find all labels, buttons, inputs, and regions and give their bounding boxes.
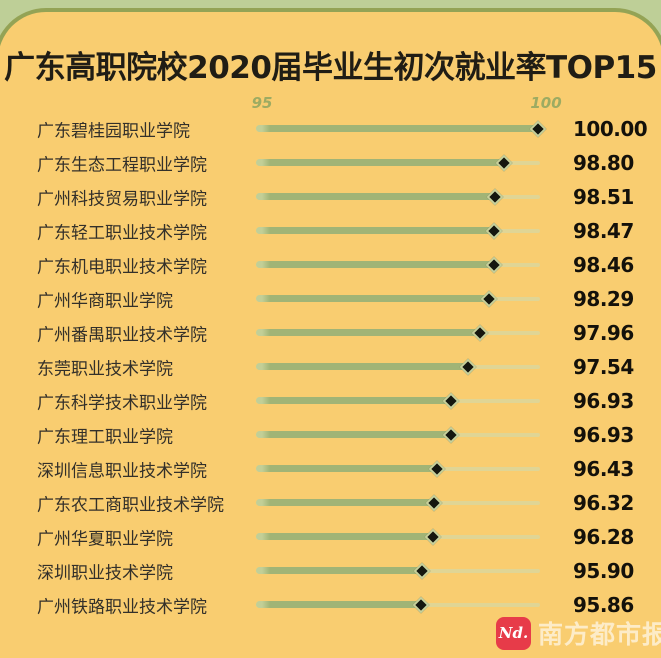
diamond-marker-icon [480,290,498,307]
college-name: 广州科技贸易职业学院 [37,189,207,210]
value-label: 96.43 [573,457,634,481]
nandu-logo-icon: Nd. [496,616,531,650]
bar-fill [256,329,481,336]
diamond-marker-icon [459,358,477,375]
value-label: 100.00 [573,117,648,141]
chart-row: 深圳职业技术学院 95.90 [0,554,661,588]
bar-fill [256,533,434,540]
diamond-marker-icon [413,562,431,579]
college-name: 广州番禺职业技术学院 [37,325,207,346]
bar-fill [256,125,538,132]
bar-fill [256,193,496,200]
bar-zone [256,392,561,410]
chart-row: 广州华夏职业学院 96.28 [0,520,661,554]
value-label: 98.29 [573,287,634,311]
diamond-marker-icon [428,460,446,477]
bar-zone [256,154,561,172]
college-name: 广东轻工职业技术学院 [37,223,207,244]
bar-fill [256,499,435,506]
college-name: 广州铁路职业技术学院 [37,597,207,618]
college-name: 广东生态工程职业学院 [37,155,207,176]
chart-row: 广州华商职业学院 98.29 [0,282,661,316]
chart-row: 广东机电职业技术学院 98.46 [0,248,661,282]
bar-zone [256,494,561,512]
bar-zone [256,426,561,444]
bar-zone [256,324,561,342]
diamond-marker-icon [485,222,503,239]
bar-zone [256,290,561,308]
college-name: 广东碧桂园职业学院 [37,121,190,142]
bar-zone [256,120,561,138]
bar-zone [256,256,561,274]
brand-name: 南方都市报 [538,620,661,649]
value-label: 98.80 [573,151,634,175]
bar-zone [256,528,561,546]
bar-zone [256,188,561,206]
chart-title: 广东高职院校2020届毕业生初次就业率TOP15 [4,50,657,86]
value-label: 96.28 [573,525,634,549]
diamond-marker-icon [471,324,489,341]
bar-zone [256,596,561,614]
college-name: 东莞职业技术学院 [37,359,173,380]
bar-fill [256,431,452,438]
diamond-marker-icon [485,256,503,273]
chart-row: 广东生态工程职业学院 98.80 [0,146,661,180]
bar-fill [256,601,422,608]
chart-row: 广东轻工职业技术学院 98.47 [0,214,661,248]
college-name: 广州华商职业学院 [37,291,173,312]
diamond-marker-icon [486,188,504,205]
diamond-marker-icon [442,426,460,443]
chart-row: 广东科学技术职业学院 96.93 [0,384,661,418]
chart-row: 广州番禺职业技术学院 97.96 [0,316,661,350]
chart-row: 广东农工商职业技术学院 96.32 [0,486,661,520]
bar-zone [256,460,561,478]
college-name: 广东农工商职业技术学院 [37,495,224,516]
bar-zone [256,562,561,580]
value-label: 97.96 [573,321,634,345]
value-label: 96.93 [573,389,634,413]
college-name: 广东理工职业学院 [37,427,173,448]
chart-row: 广东理工职业学院 96.93 [0,418,661,452]
diamond-marker-icon [529,120,546,137]
diamond-marker-icon [495,154,513,171]
brand-watermark: Nd. 南方都市报 [496,616,661,650]
bar-fill [256,227,495,234]
bar-fill [256,397,452,404]
value-label: 95.86 [573,593,634,617]
chart-row: 深圳信息职业技术学院 96.43 [0,452,661,486]
chart-row: 广州科技贸易职业学院 98.51 [0,180,661,214]
college-name: 广州华夏职业学院 [37,529,173,550]
value-label: 96.93 [573,423,634,447]
bar-fill [256,465,438,472]
axis-tick-95: 95 [251,94,273,112]
diamond-marker-icon [425,494,443,511]
value-label: 95.90 [573,559,634,583]
chart-rows: 广东碧桂园职业学院 100.00 广东生态工程职业学院 98.80 广州科技贸易… [0,112,661,622]
college-name: 深圳职业技术学院 [37,563,173,584]
chart-row: 广东碧桂园职业学院 100.00 [0,112,661,146]
chart-row: 东莞职业技术学院 97.54 [0,350,661,384]
bar-fill [256,567,423,574]
value-label: 96.32 [573,491,634,515]
college-name: 深圳信息职业技术学院 [37,461,207,482]
bar-fill [256,363,469,370]
chart-row: 广州铁路职业技术学院 95.86 [0,588,661,622]
value-label: 97.54 [573,355,634,379]
axis-tick-100: 100 [530,94,562,112]
bar-zone [256,222,561,240]
diamond-marker-icon [424,528,442,545]
diamond-marker-icon [412,596,430,613]
college-name: 广东机电职业技术学院 [37,257,207,278]
bar-fill [256,159,505,166]
college-name: 广东科学技术职业学院 [37,393,207,414]
bar-fill [256,295,490,302]
bar-fill [256,261,495,268]
diamond-marker-icon [442,392,460,409]
bar-zone [256,358,561,376]
value-label: 98.51 [573,185,634,209]
value-label: 98.47 [573,219,634,243]
value-label: 98.46 [573,253,634,277]
